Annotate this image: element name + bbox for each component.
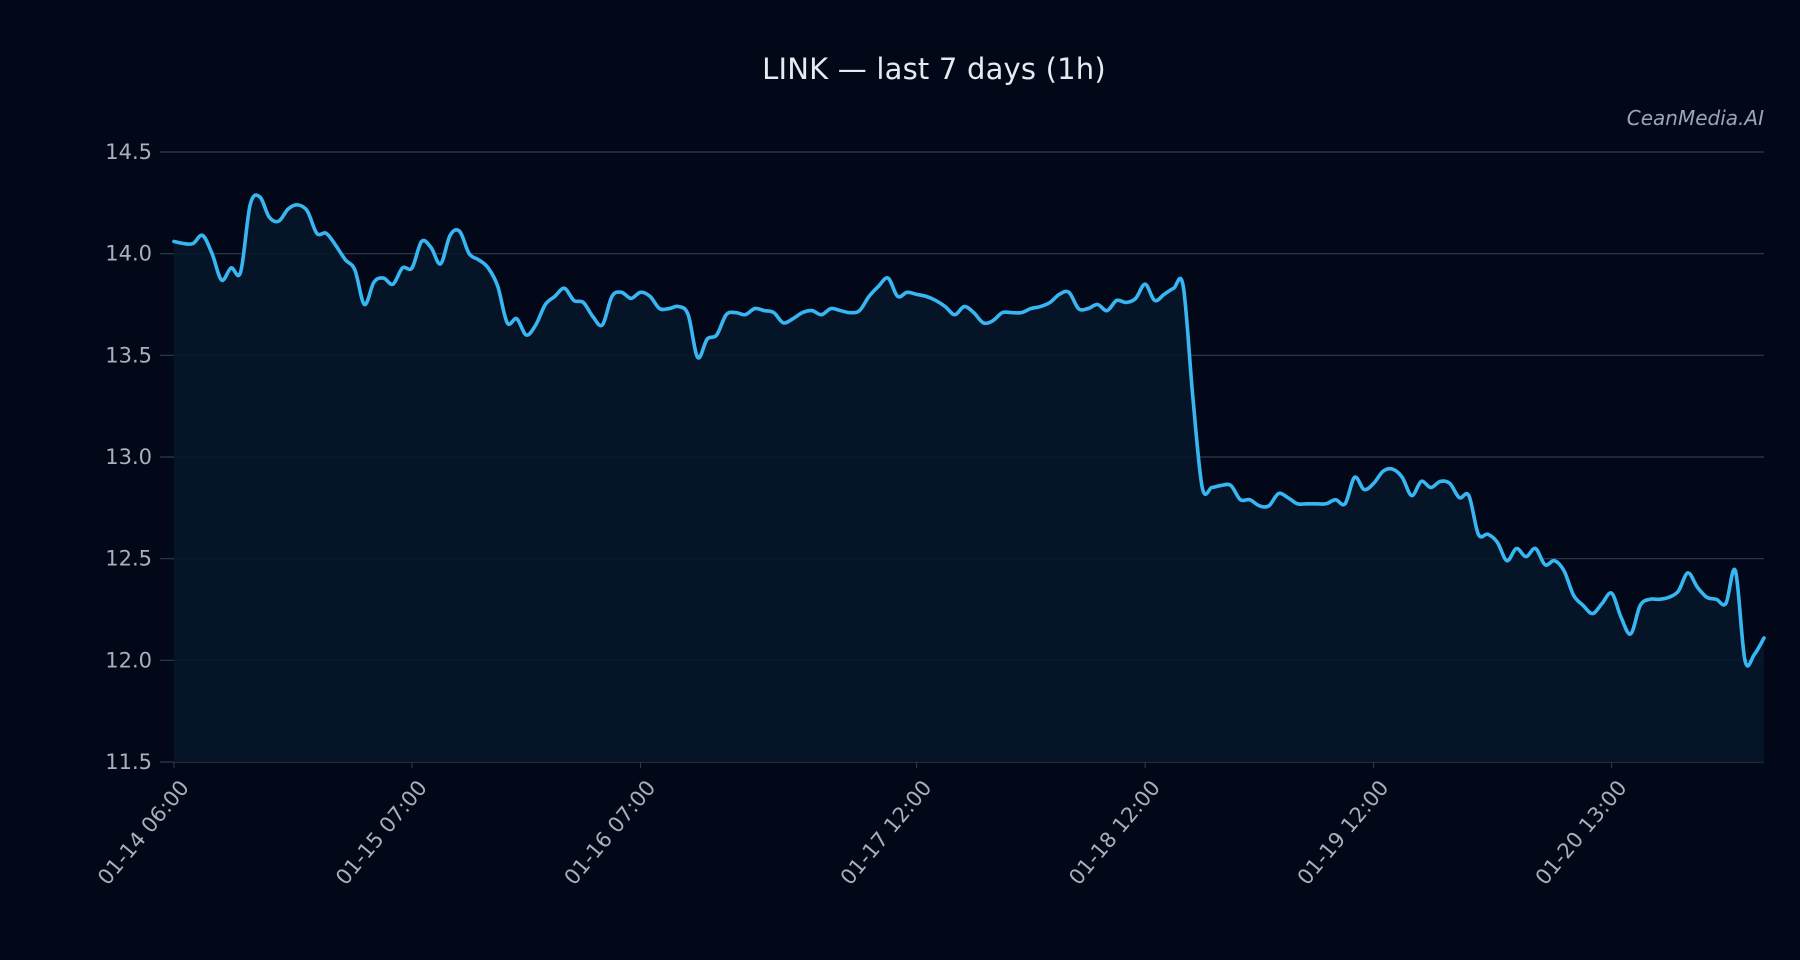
x-tick-label: 01-17 12:00 bbox=[836, 776, 937, 890]
y-tick-label: 12.5 bbox=[105, 547, 152, 571]
x-tick-label: 01-15 07:00 bbox=[331, 776, 432, 890]
area-fill bbox=[174, 195, 1764, 762]
x-tick-label: 01-19 12:00 bbox=[1293, 776, 1394, 890]
x-tick-label: 01-14 06:00 bbox=[93, 776, 194, 890]
y-tick-label: 14.5 bbox=[105, 140, 152, 164]
x-tick-label: 01-20 13:00 bbox=[1531, 776, 1632, 890]
price-line bbox=[172, 193, 1766, 668]
plot-area bbox=[172, 193, 1766, 762]
watermark: CeanMedia.AI bbox=[1626, 106, 1764, 130]
y-tick-label: 12.0 bbox=[105, 648, 152, 672]
x-axis: 01-14 06:00 01-15 07:00 01-16 07:00 01-17 1… bbox=[93, 762, 1631, 889]
y-axis: 11.5 12.0 12.5 13.0 13.5 14.0 14.5 bbox=[105, 140, 152, 774]
chart-title: LINK — last 7 days (1h) bbox=[762, 52, 1106, 86]
x-tick-label: 01-18 12:00 bbox=[1064, 776, 1165, 890]
y-tick-label: 13.5 bbox=[105, 343, 152, 367]
x-tick-label: 01-16 07:00 bbox=[560, 776, 661, 890]
y-tick-label: 11.5 bbox=[105, 750, 152, 774]
y-tick-label: 13.0 bbox=[105, 445, 152, 469]
y-tick-label: 14.0 bbox=[105, 242, 152, 266]
